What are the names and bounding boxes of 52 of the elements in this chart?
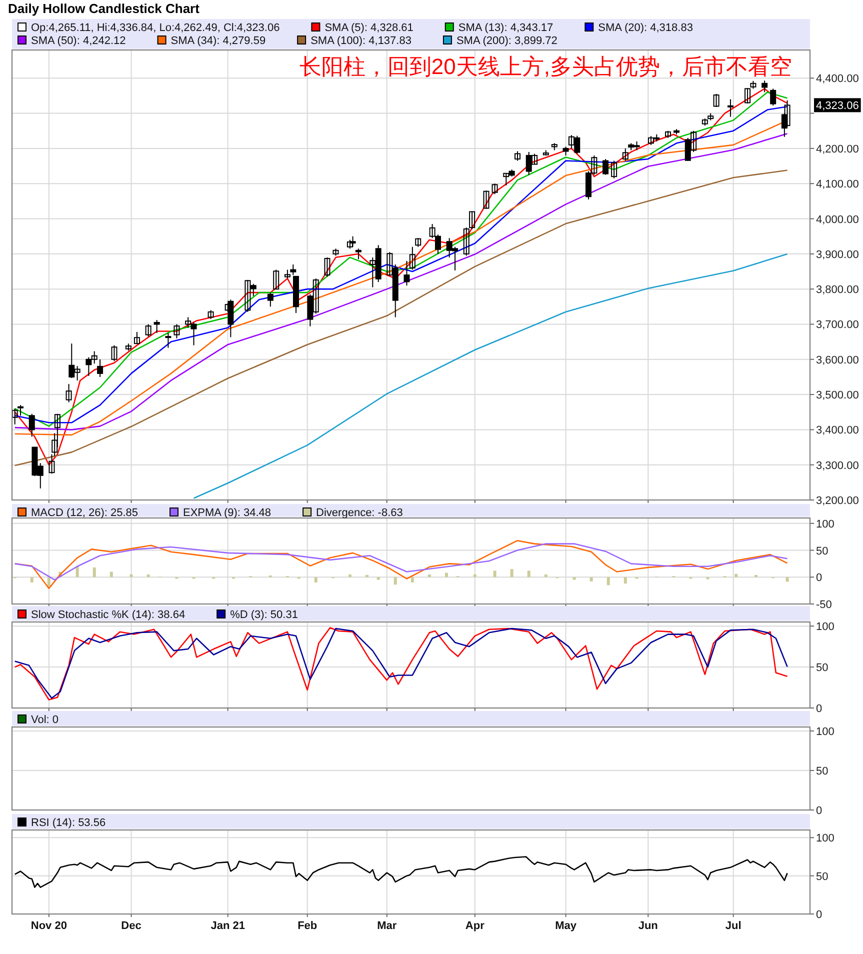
y-tick-label: 3,800.00 bbox=[816, 284, 859, 296]
y-tick-label: 3,700.00 bbox=[816, 319, 859, 332]
y-tick-label: 50 bbox=[816, 870, 828, 883]
y-tick-label: 0 bbox=[816, 805, 822, 817]
y-tick-label: 4,400.00 bbox=[816, 73, 859, 86]
x-tick-label: Jun bbox=[638, 920, 658, 932]
x-tick-label: Apr bbox=[465, 920, 486, 932]
y-tick-label: 3,400.00 bbox=[816, 424, 859, 437]
x-tick-label: Jan 21 bbox=[210, 920, 245, 932]
legend-label: SMA (200): 3,899.72 bbox=[456, 35, 558, 47]
y-tick-label: 4,100.00 bbox=[816, 178, 859, 191]
y-tick-label: 3,200.00 bbox=[816, 495, 859, 507]
y-tick-label: 4,200.00 bbox=[816, 143, 859, 156]
y-tick-label: 4,000.00 bbox=[816, 214, 859, 226]
x-tick-label: Nov 20 bbox=[30, 920, 67, 932]
y-tick-label: 3,900.00 bbox=[816, 248, 859, 261]
chart-title: Daily Hollow Candlestick Chart bbox=[8, 1, 200, 16]
legend-label: Divergence: -8.63 bbox=[316, 507, 403, 519]
legend-label: Slow Stochastic %K (14): 38.64 bbox=[31, 609, 186, 621]
annotation: 长阳柱，回到20天线上方,多头占优势，后市不看空 bbox=[299, 54, 792, 79]
y-tick-label: 0 bbox=[816, 572, 822, 584]
legend-label: SMA (100): 4,137.83 bbox=[310, 35, 412, 47]
y-tick-label: 3,500.00 bbox=[816, 390, 859, 402]
x-tick-label: Dec bbox=[121, 920, 142, 932]
legend-label: SMA (50): 4,242.12 bbox=[31, 35, 126, 47]
y-tick-label: 100 bbox=[816, 726, 834, 738]
x-tick-label: Mar bbox=[377, 920, 398, 932]
legend-label: %D (3): 50.31 bbox=[230, 609, 298, 621]
legend-label: SMA (34): 4,279.59 bbox=[170, 35, 266, 47]
legend-label: SMA (5): 4,328.61 bbox=[324, 22, 414, 34]
y-tick-label: 100 bbox=[816, 621, 834, 634]
y-tick-label: -50 bbox=[816, 599, 832, 611]
y-tick-label: 100 bbox=[816, 832, 834, 845]
y-tick-label: 0 bbox=[816, 909, 822, 921]
legend-label: Vol: 0 bbox=[31, 714, 59, 726]
legend-label: SMA (20): 4,318.83 bbox=[598, 22, 693, 34]
x-tick-label: Jul bbox=[725, 920, 742, 932]
text: 4,323.06 bbox=[816, 100, 859, 112]
y-tick-label: 100 bbox=[816, 518, 834, 530]
legend-label: MACD (12, 26): 25.85 bbox=[31, 507, 138, 519]
legend-label: EXPMA (9): 34.48 bbox=[183, 507, 272, 519]
y-tick-label: 0 bbox=[816, 703, 822, 715]
y-tick-label: 3,300.00 bbox=[816, 460, 859, 472]
y-tick-label: 3,600.00 bbox=[816, 354, 859, 366]
y-tick-label: 50 bbox=[816, 662, 828, 674]
y-tick-label: 50 bbox=[816, 545, 828, 558]
y-tick-label: 50 bbox=[816, 765, 828, 778]
legend-label: SMA (13): 4,343.17 bbox=[458, 22, 554, 34]
legend-label: Op:4,265.11, Hi:4,336.84, Lo:4,262.49, Cl:4,323.06 bbox=[31, 22, 280, 34]
x-tick-label: May bbox=[555, 920, 578, 932]
legend-label: RSI (14): 53.56 bbox=[31, 817, 106, 829]
x-tick-label: Feb bbox=[298, 920, 318, 932]
